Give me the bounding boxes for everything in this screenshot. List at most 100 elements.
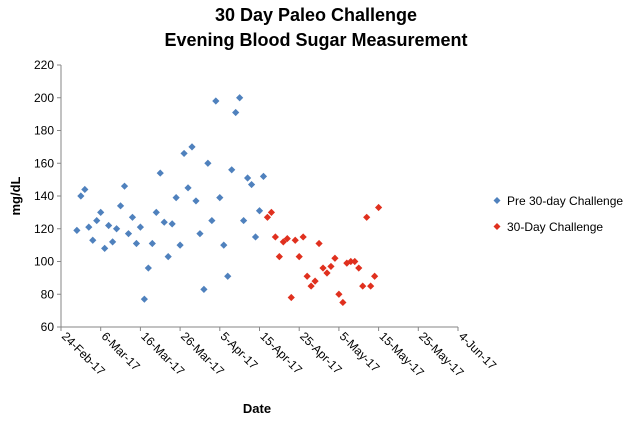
y-tick-label: 80 [41, 287, 55, 301]
data-point-pre-challenge [120, 182, 129, 190]
data-point-pre-challenge [176, 241, 184, 249]
data-point-pre-challenge [128, 213, 137, 221]
data-point-pre-challenge [243, 174, 252, 182]
x-tick-label: 25-Apr-17 [297, 329, 345, 377]
data-point-pre-challenge [112, 225, 121, 233]
chart-title-line-1: 30 Day Paleo Challenge [215, 5, 417, 25]
data-point-pre-challenge [220, 241, 228, 249]
data-point-pre-challenge [101, 244, 109, 252]
data-point-pre-challenge [228, 166, 236, 174]
data-point-challenge [371, 272, 379, 280]
data-point-challenge [367, 282, 375, 290]
data-point-pre-challenge [136, 223, 144, 231]
data-point-pre-challenge [85, 223, 93, 231]
data-point-pre-challenge [247, 180, 256, 189]
data-point-challenge [303, 272, 311, 280]
data-point-challenge [339, 298, 347, 307]
data-point-pre-challenge [89, 236, 97, 244]
legend-marker-pre-challenge [493, 197, 501, 204]
data-point-pre-challenge [188, 143, 196, 151]
axes [60, 65, 458, 328]
data-point-pre-challenge [156, 169, 164, 177]
data-point-pre-challenge [180, 149, 188, 158]
data-point-challenge [283, 234, 291, 243]
data-point-pre-challenge [251, 233, 260, 241]
data-point-pre-challenge [224, 272, 232, 280]
data-point-pre-challenge [232, 108, 240, 117]
data-point-pre-challenge [93, 216, 101, 225]
y-tick-label: 220 [34, 58, 54, 72]
data-point-challenge [287, 293, 295, 302]
x-tick-label: 15-Apr-17 [257, 329, 305, 377]
data-point-pre-challenge [148, 239, 156, 248]
data-point-challenge [331, 254, 339, 262]
data-point-pre-challenge [109, 238, 117, 246]
data-point-pre-challenge [77, 192, 85, 200]
data-point-challenge [299, 233, 307, 241]
data-point-challenge [267, 208, 276, 216]
y-axis-ticks: 60 80 100 120 140 160 180 200 220 [34, 58, 61, 334]
data-point-pre-challenge [196, 230, 204, 238]
data-point-pre-challenge [212, 97, 220, 105]
data-point-pre-challenge [255, 207, 264, 215]
data-point-pre-challenge [236, 94, 244, 102]
data-point-challenge [323, 269, 331, 277]
data-point-challenge [319, 264, 327, 272]
data-point-challenge [359, 282, 367, 290]
data-point-pre-challenge [81, 185, 89, 194]
data-point-challenge [351, 257, 359, 266]
data-point-pre-challenge [172, 194, 180, 202]
data-point-pre-challenge [116, 202, 125, 210]
data-point-pre-challenge [184, 184, 192, 192]
data-point-challenge [315, 239, 323, 248]
legend: Pre 30-day Challenge 30-Day Challenge [493, 194, 623, 234]
x-axis-title: Date [243, 401, 271, 416]
data-point-pre-challenge [97, 208, 105, 216]
y-tick-label: 60 [41, 320, 55, 334]
data-point-challenge [263, 213, 272, 221]
data-point-pre-challenge [192, 197, 200, 205]
data-point-pre-challenge [208, 216, 216, 225]
data-point-pre-challenge [164, 252, 172, 261]
data-point-pre-challenge [144, 264, 152, 272]
y-axis-title: mg/dL [8, 176, 23, 215]
chart-title-line-2: Evening Blood Sugar Measurement [164, 30, 467, 50]
data-point-pre-challenge [200, 285, 208, 293]
data-point-challenge [279, 238, 287, 246]
data-point-pre-challenge [73, 226, 81, 234]
y-tick-label: 160 [34, 156, 54, 170]
data-point-challenge [271, 233, 279, 241]
data-point-challenge [363, 213, 371, 221]
data-point-challenge [343, 259, 351, 267]
data-point-challenge [327, 262, 335, 271]
data-point-challenge [355, 264, 363, 272]
data-point-pre-challenge [240, 216, 248, 225]
data-point-pre-challenge [124, 230, 133, 238]
y-tick-label: 200 [34, 91, 54, 105]
data-point-pre-challenge [105, 221, 113, 230]
data-point-pre-challenge [140, 295, 148, 303]
y-tick-label: 120 [34, 222, 54, 236]
x-axis-ticks: 24-Feb-176-Mar-1716-Mar-1726-Mar-175-Apr… [59, 327, 499, 380]
legend-label-pre-challenge: Pre 30-day Challenge [507, 194, 623, 208]
data-point-pre-challenge [160, 218, 168, 226]
data-point-pre-challenge [216, 194, 224, 202]
data-point-challenge [335, 290, 343, 298]
y-tick-label: 140 [34, 189, 54, 203]
data-point-challenge [291, 236, 299, 244]
data-point-challenge [311, 277, 319, 285]
data-point-challenge [275, 252, 283, 261]
data-point-challenge [307, 282, 315, 290]
data-point-pre-challenge [204, 159, 212, 167]
legend-label-challenge: 30-Day Challenge [507, 220, 603, 234]
x-tick-label: 5-May-17 [337, 329, 383, 375]
data-points [73, 94, 383, 307]
data-point-pre-challenge [168, 220, 176, 228]
data-point-pre-challenge [132, 239, 141, 248]
legend-marker-challenge [493, 223, 501, 230]
data-point-pre-challenge [259, 172, 268, 180]
data-point-pre-challenge [152, 208, 160, 216]
data-point-challenge [295, 252, 303, 261]
data-point-challenge [347, 257, 355, 266]
